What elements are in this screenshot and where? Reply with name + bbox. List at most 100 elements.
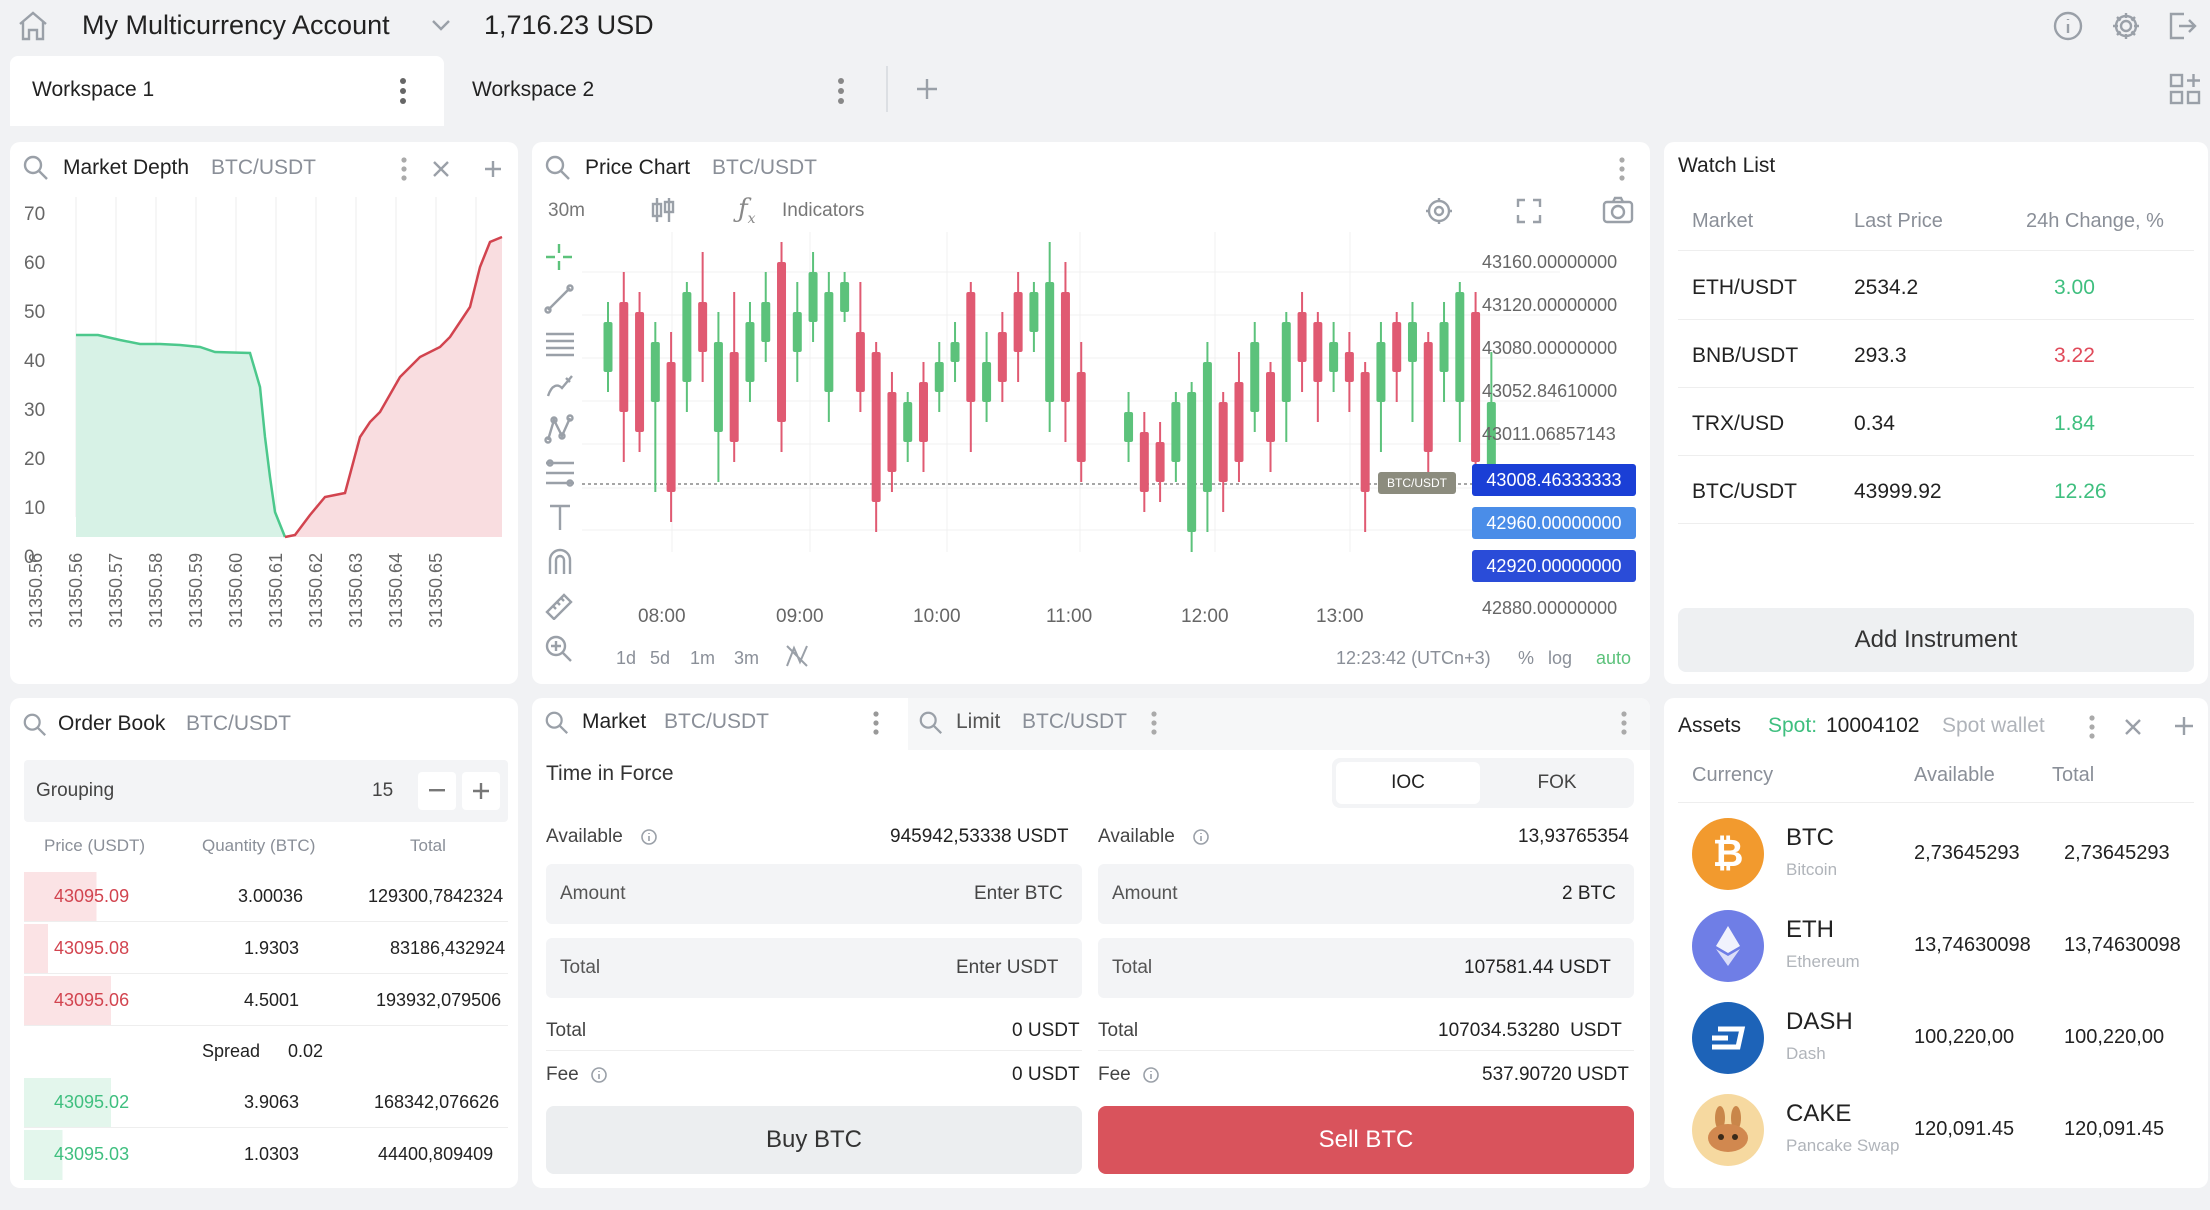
horizontal-lines-icon[interactable] [544, 328, 576, 358]
fib-icon[interactable] [544, 458, 576, 488]
more-vertical-icon[interactable] [2088, 714, 2096, 740]
add-icon[interactable] [2172, 714, 2196, 738]
grouping-decrease-button[interactable] [418, 772, 456, 810]
ask-row[interactable]: 43095.08 1.9303 83186,432924 [24, 924, 508, 974]
chevron-down-icon[interactable] [430, 18, 452, 32]
panel-title: Price Chart [585, 156, 691, 179]
add-instrument-label: Add Instrument [1854, 626, 2018, 653]
price-tick: 43080.00000000 [1482, 338, 1618, 358]
compare-icon[interactable] [784, 644, 810, 668]
search-icon[interactable] [22, 154, 50, 182]
text-tool-icon[interactable] [546, 502, 574, 532]
sell-button[interactable]: Sell BTC [1098, 1106, 1634, 1174]
function-icon[interactable]: ƒx [738, 194, 756, 228]
watchlist-row[interactable]: TRX/USD 0.34 1.84 [1678, 388, 2194, 456]
bid-row[interactable]: 43095.02 3.9063 168342,076626 [24, 1078, 508, 1128]
close-icon[interactable] [430, 158, 452, 180]
range-5d[interactable]: 5d [650, 648, 671, 668]
info-icon[interactable] [640, 828, 658, 846]
magnet-icon[interactable] [546, 546, 574, 576]
asset-row[interactable]: ETH Ethereum 13,74630098 13,74630098 [1678, 896, 2208, 988]
watchlist-row[interactable]: ETH/USDT 2534.2 3.00 [1678, 252, 2194, 320]
divider [1678, 802, 2194, 803]
add-workspace-icon[interactable] [914, 76, 940, 102]
zoom-in-icon[interactable] [544, 634, 574, 664]
more-vertical-icon[interactable] [872, 710, 880, 736]
ask-row[interactable]: 43095.06 4.5001 193932,079506 [24, 976, 508, 1026]
widgets-grid-icon[interactable] [2168, 72, 2202, 106]
more-vertical-icon[interactable] [1618, 156, 1626, 182]
buy-total-field[interactable]: Total Enter USDT [546, 938, 1082, 998]
info-icon[interactable] [2052, 10, 2084, 42]
candle-type-icon[interactable] [650, 196, 676, 224]
asset-available: 2,73645293 [1914, 842, 2020, 864]
logout-icon[interactable] [2166, 10, 2198, 42]
more-vertical-icon[interactable] [1150, 710, 1158, 736]
tab-market[interactable]: Market BTC/USDT [532, 698, 902, 750]
crosshair-icon[interactable] [544, 242, 574, 272]
tab-limit[interactable]: Limit BTC/USDT [908, 698, 1650, 750]
ask-row[interactable]: 43095.09 3.00036 129300,7842324 [24, 872, 508, 922]
tab-divider [886, 66, 888, 112]
tab-workspace-1[interactable]: Workspace 1 [10, 56, 444, 126]
add-instrument-button[interactable]: Add Instrument [1678, 608, 2194, 672]
price-tag-label: 42960.00000000 [1486, 512, 1622, 533]
close-icon[interactable] [2122, 716, 2144, 738]
buy-button[interactable]: Buy BTC [546, 1106, 1082, 1174]
watchlist-row[interactable]: BNB/USDT 293.3 3.22 [1678, 320, 2194, 388]
more-vertical-icon[interactable] [400, 156, 408, 182]
price-tag-secondary[interactable]: 42960.00000000 [1472, 507, 1636, 539]
scale-auto[interactable]: auto [1596, 648, 1632, 668]
range-3m[interactable]: 3m [734, 648, 760, 668]
price-tag-current[interactable]: 43008.46333333 [1472, 464, 1636, 496]
tab-label: Limit [956, 710, 1001, 733]
tif-fok-option[interactable]: FOK [1484, 762, 1630, 804]
tab-workspace-2[interactable]: Workspace 2 [450, 56, 870, 126]
fullscreen-icon[interactable] [1516, 198, 1542, 224]
home-icon[interactable] [16, 10, 50, 42]
asset-row[interactable]: DASH Dash 100,220,00 100,220,00 [1678, 988, 2208, 1080]
info-icon[interactable] [1192, 828, 1210, 846]
buy-amount-field[interactable]: Amount Enter BTC [546, 864, 1082, 924]
interval-selector[interactable]: 30m [548, 200, 585, 221]
watchlist-row[interactable]: BTC/USDT 43999.92 12.26 [1678, 456, 2194, 524]
more-vertical-icon[interactable] [398, 76, 408, 106]
scale-log[interactable]: log [1548, 648, 1573, 668]
pattern-icon[interactable] [544, 414, 576, 444]
y-tick: 60 [24, 253, 46, 274]
search-icon[interactable] [544, 154, 572, 182]
grouping-increase-button[interactable] [462, 772, 500, 810]
info-icon[interactable] [590, 1066, 608, 1084]
bid-row[interactable]: 43095.03 1.0303 44400,809409 [24, 1130, 508, 1180]
wallet-selector[interactable]: Spot wallet [1942, 714, 2045, 737]
trend-line-icon[interactable] [544, 284, 574, 314]
range-1m[interactable]: 1m [690, 648, 716, 668]
more-vertical-icon[interactable] [836, 76, 846, 106]
range-1d[interactable]: 1d [616, 648, 637, 668]
scale-percent[interactable]: % [1518, 648, 1535, 668]
asset-row[interactable]: ₿ BTC Bitcoin 2,73645293 2,73645293 [1678, 804, 2208, 896]
spot-id: 10004102 [1826, 714, 1920, 737]
search-icon[interactable] [22, 712, 48, 738]
gear-icon[interactable] [2110, 10, 2142, 42]
brush-icon[interactable] [544, 370, 576, 400]
info-icon[interactable] [1142, 1066, 1160, 1084]
tif-ioc-option[interactable]: IOC [1336, 762, 1480, 804]
price-tick: 43160.00000000 [1482, 252, 1618, 272]
add-icon[interactable] [482, 158, 504, 180]
asset-row[interactable]: CAKE Pancake Swap 120,091.45 120,091.45 [1678, 1080, 2208, 1172]
price-tag-tertiary[interactable]: 42920.00000000 [1472, 550, 1636, 582]
account-name[interactable]: My Multicurrency Account [82, 10, 390, 40]
candle-body [982, 362, 992, 402]
sell-fee-value: 537.90720 USDT [1482, 1064, 1629, 1085]
camera-icon[interactable] [1602, 196, 1634, 224]
asset-symbol: DASH [1786, 1008, 1853, 1035]
sell-amount-field[interactable]: Amount 2 BTC [1098, 864, 1634, 924]
more-vertical-icon[interactable] [1620, 710, 1628, 736]
indicators-button[interactable]: Indicators [782, 200, 865, 221]
asset-name: Bitcoin [1786, 860, 1838, 879]
settings-icon[interactable] [1424, 196, 1454, 226]
asset-name: Pancake Swap [1786, 1136, 1900, 1155]
sell-total-field[interactable]: Total 107581.44 USDT [1098, 938, 1634, 998]
ruler-icon[interactable] [544, 590, 576, 620]
